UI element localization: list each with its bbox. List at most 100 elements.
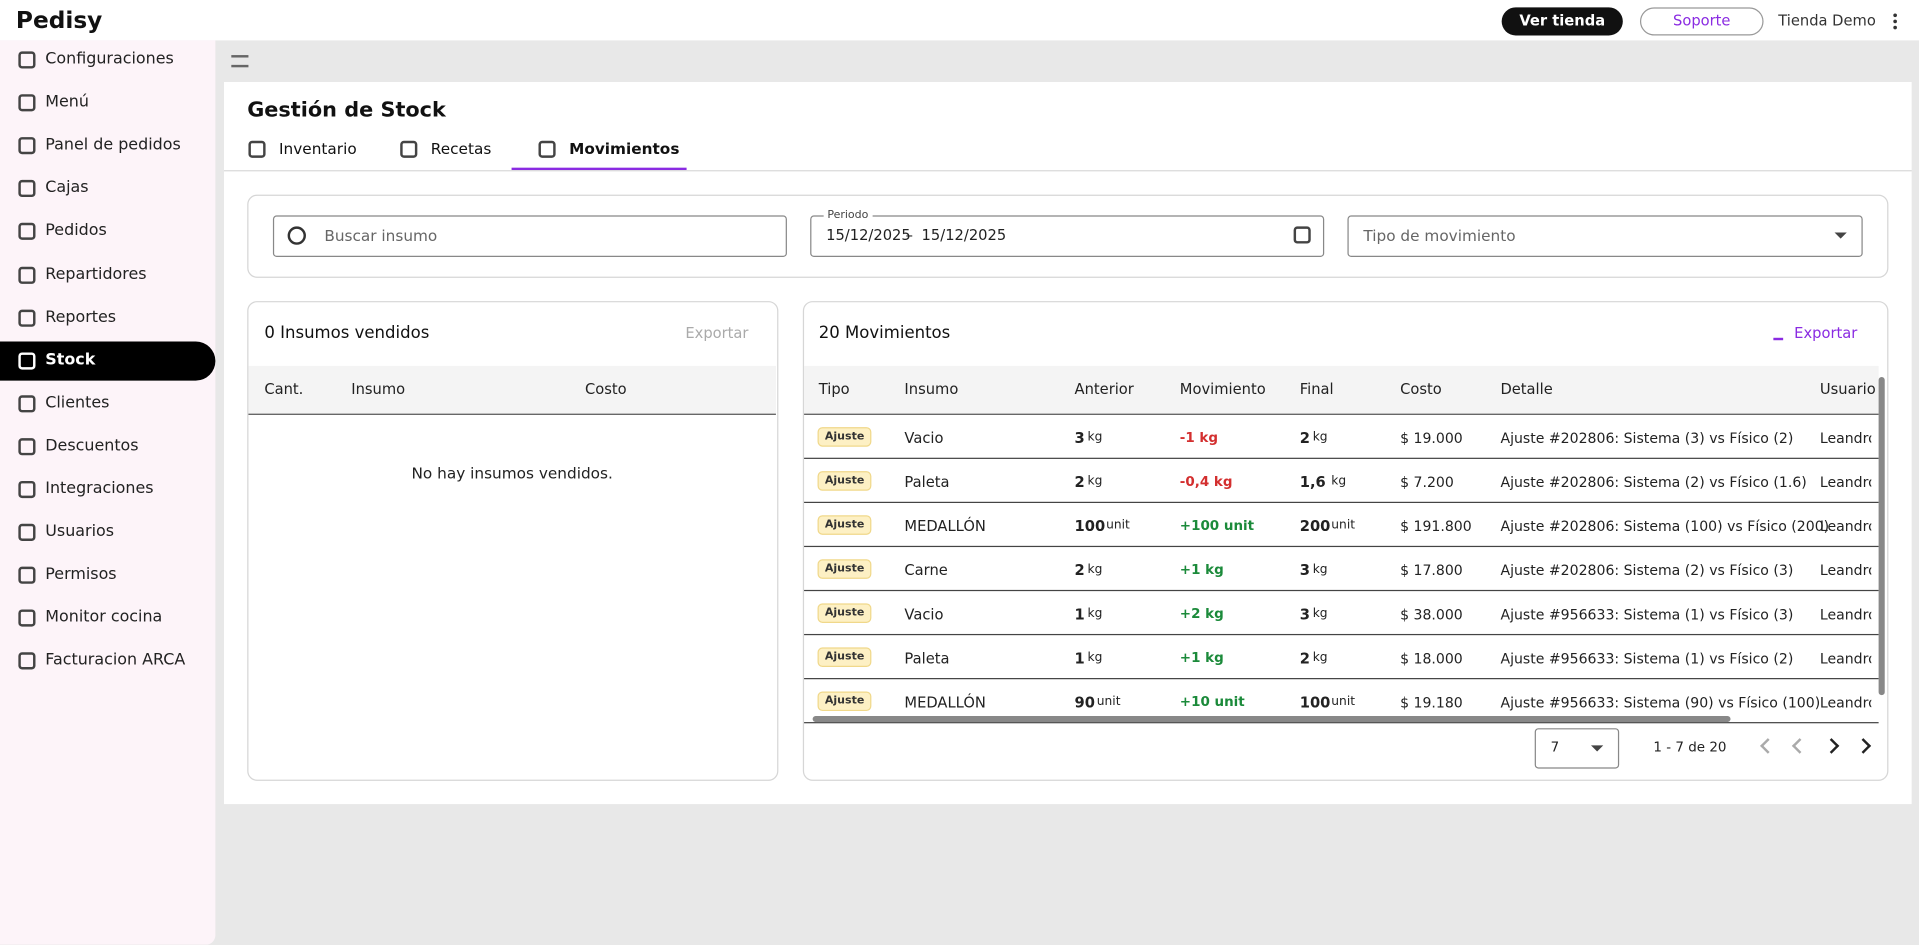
type-chip: Ajuste xyxy=(818,691,872,711)
cell-movimiento: +100 unit xyxy=(1180,518,1254,534)
cell-anterior: 1 xyxy=(1075,606,1085,623)
nav-item[interactable]: Permisos xyxy=(45,566,116,584)
unit: kg xyxy=(1313,651,1328,664)
cell-detalle: Ajuste #202806: Sistema (2) vs Físico (1… xyxy=(1500,474,1806,491)
type-placeholder[interactable]: Tipo de movimiento xyxy=(1363,226,1515,244)
cell-movimiento: +1 kg xyxy=(1180,562,1224,578)
nav-item[interactable]: Descuentos xyxy=(45,437,138,455)
cell-insumo: MEDALLÓN xyxy=(904,694,985,711)
cell-insumo: Carne xyxy=(904,562,947,579)
tab[interactable]: Inventario xyxy=(279,140,357,158)
nav-item[interactable]: Usuarios xyxy=(45,523,114,541)
column-header: Usuario xyxy=(1820,381,1876,398)
unit: kg xyxy=(1313,607,1328,620)
nav-item[interactable]: Configuraciones xyxy=(45,50,173,68)
row-divider xyxy=(804,634,1879,635)
header-divider xyxy=(224,170,1912,171)
cell-anterior: 2 xyxy=(1075,474,1085,491)
soporte-button[interactable]: Soporte xyxy=(1640,7,1764,35)
unit: unit xyxy=(1331,519,1355,532)
cell-anterior: 90 xyxy=(1075,694,1095,711)
page-title: Gestión de Stock xyxy=(247,98,446,122)
scrollbar-v[interactable] xyxy=(1879,377,1885,695)
nav-item[interactable]: Reportes xyxy=(45,308,116,326)
cell-movimiento: -1 kg xyxy=(1180,430,1218,446)
cell-insumo: MEDALLÓN xyxy=(904,518,985,535)
menu-dot[interactable] xyxy=(1893,20,1897,24)
export-icon[interactable] xyxy=(1773,327,1783,340)
ver-tienda-button[interactable]: Ver tienda xyxy=(1502,7,1623,35)
unit: kg xyxy=(1088,651,1103,664)
cell-movimiento: +1 kg xyxy=(1180,650,1224,666)
tab[interactable]: Recetas xyxy=(431,140,492,158)
cell-usuario: Leandro xyxy=(1820,474,1871,491)
nav-icon xyxy=(18,395,35,412)
column-header: Anterior xyxy=(1075,381,1134,398)
cell-detalle: Ajuste #956633: Sistema (1) vs Físico (3… xyxy=(1500,606,1793,623)
cell-costo: $ 17.800 xyxy=(1400,562,1463,579)
nav-icon xyxy=(18,352,35,369)
tab[interactable]: Movimientos xyxy=(569,140,679,158)
nav-item[interactable]: Stock xyxy=(45,351,95,369)
nav-item[interactable]: Facturacion ARCA xyxy=(45,652,185,670)
column-header: Insumo xyxy=(351,381,405,398)
cell-usuario: Leandro xyxy=(1820,430,1871,447)
cell-costo: $ 18.000 xyxy=(1400,650,1463,667)
tab-icon[interactable] xyxy=(248,141,265,158)
period-label: Periodo xyxy=(824,209,872,221)
tab-icon[interactable] xyxy=(400,141,417,158)
cell-final: 3 xyxy=(1300,562,1310,579)
search-placeholder[interactable]: Buscar insumo xyxy=(324,226,437,244)
period-from[interactable]: 15/12/2025 xyxy=(826,226,911,243)
page-range: 1 - 7 de 20 xyxy=(1653,739,1726,755)
cell-costo: $ 7.200 xyxy=(1400,474,1454,491)
page-size-select[interactable] xyxy=(1535,728,1619,768)
table-header-bg xyxy=(248,366,775,415)
nav-item[interactable]: Panel de pedidos xyxy=(45,136,180,154)
period-to[interactable]: 15/12/2025 xyxy=(922,226,1007,243)
menu-dot[interactable] xyxy=(1893,26,1897,30)
nav-item[interactable]: Monitor cocina xyxy=(45,609,162,627)
nav-item[interactable]: Menú xyxy=(45,93,89,111)
store-name[interactable]: Tienda Demo xyxy=(1778,12,1876,29)
cell-detalle: Ajuste #202806: Sistema (100) vs Físico … xyxy=(1500,518,1829,535)
nav-icon xyxy=(18,481,35,498)
calendar-icon[interactable] xyxy=(1294,226,1311,243)
search-icon xyxy=(288,226,306,244)
column-header: Cant. xyxy=(264,381,303,398)
cell-insumo: Vacio xyxy=(904,606,943,623)
nav-item[interactable]: Repartidores xyxy=(45,265,146,283)
cell-costo: $ 191.800 xyxy=(1400,518,1472,535)
dropdown-arrow xyxy=(1591,745,1603,751)
nav-item[interactable]: Clientes xyxy=(45,394,109,412)
menu-dot[interactable] xyxy=(1893,13,1897,17)
nav-item[interactable]: Cajas xyxy=(45,179,88,197)
cell-costo: $ 19.180 xyxy=(1400,694,1463,711)
cell-final: 100 xyxy=(1300,694,1331,711)
cell-detalle: Ajuste #956633: Sistema (90) vs Físico (… xyxy=(1500,694,1820,711)
tab-icon[interactable] xyxy=(538,141,555,158)
collapse-icon[interactable] xyxy=(231,55,248,67)
nav-item[interactable]: Pedidos xyxy=(45,222,106,240)
scrollbar-h[interactable] xyxy=(813,716,1731,722)
nav-item[interactable]: Integraciones xyxy=(45,480,153,498)
row-divider xyxy=(804,678,1879,679)
nav-icon xyxy=(18,309,35,326)
unit: unit xyxy=(1106,519,1130,532)
cell-final: 2 xyxy=(1300,650,1310,667)
nav-icon xyxy=(18,610,35,627)
row-divider xyxy=(804,546,1879,547)
cell-anterior: 1 xyxy=(1075,650,1085,667)
cell-costo: $ 19.000 xyxy=(1400,430,1463,447)
nav-icon xyxy=(18,51,35,68)
cell-insumo: Paleta xyxy=(904,650,949,667)
unit: kg xyxy=(1331,475,1346,488)
cell-detalle: Ajuste #202806: Sistema (3) vs Físico (2… xyxy=(1500,430,1793,447)
export-button: Exportar xyxy=(685,324,748,341)
export-button[interactable]: Exportar xyxy=(1794,324,1857,341)
cell-usuario: Leandro xyxy=(1820,606,1871,623)
nav-icon xyxy=(18,137,35,154)
cell-anterior: 100 xyxy=(1075,518,1106,535)
page-size[interactable]: 7 xyxy=(1551,739,1560,755)
